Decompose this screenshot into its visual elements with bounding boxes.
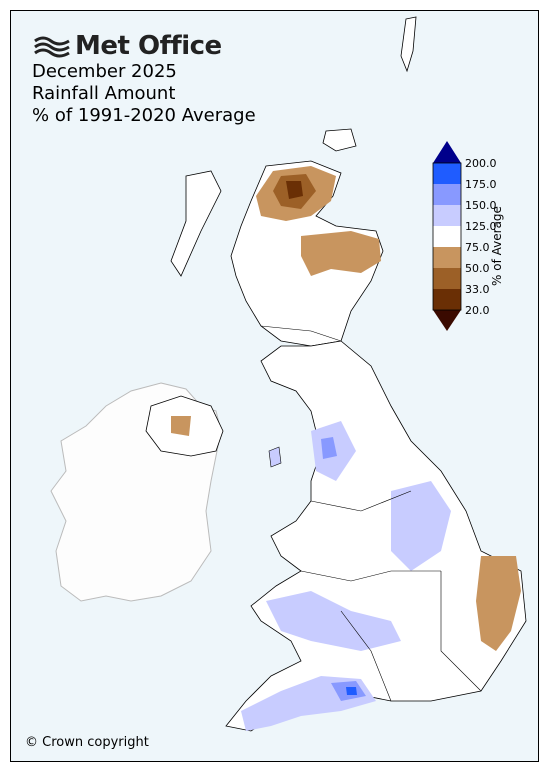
orkney-islands bbox=[322, 128, 357, 152]
colorbar-150-175 bbox=[433, 184, 461, 205]
shetland-islands bbox=[400, 16, 417, 73]
tick-125: 125.0 bbox=[465, 220, 497, 233]
tick-200: 200.0 bbox=[465, 157, 497, 170]
title-unit: % of 1991-2020 Average bbox=[32, 105, 256, 126]
wetter-area-devon bbox=[346, 687, 357, 695]
met-office-logo: Met Office bbox=[33, 31, 222, 61]
wet-area-wales bbox=[266, 591, 401, 651]
wet-area-midlands bbox=[391, 481, 451, 571]
region-boundaries bbox=[260, 325, 482, 702]
colorbar-50-75 bbox=[433, 247, 461, 268]
colorbar-75-125 bbox=[433, 226, 461, 247]
copyright-notice: © Crown copyright bbox=[25, 735, 149, 750]
driest-area bbox=[286, 181, 303, 199]
colorbar-175-200 bbox=[433, 163, 461, 184]
western-isles bbox=[170, 170, 222, 277]
colorbar-min-arrow bbox=[433, 310, 461, 331]
title-date: December 2025 bbox=[32, 61, 177, 82]
tick-175: 175.0 bbox=[465, 178, 497, 191]
colorbar-20-33 bbox=[433, 289, 461, 310]
dry-area-east-england bbox=[476, 556, 521, 651]
colorbar-legend: 200.0 175.0 150.0 125.0 75.0 50.0 33.0 2… bbox=[429, 141, 538, 341]
tick-20: 20.0 bbox=[465, 304, 490, 317]
england-wales bbox=[225, 340, 527, 732]
colorbar-max-arrow bbox=[433, 141, 461, 163]
tick-150: 150.0 bbox=[465, 199, 497, 212]
tick-50: 50.0 bbox=[465, 262, 490, 275]
tick-75: 75.0 bbox=[465, 241, 490, 254]
met-office-wave-icon bbox=[34, 36, 70, 58]
wet-area-isle-of-man bbox=[268, 446, 282, 468]
wetter-area-cumbria bbox=[321, 437, 337, 459]
tick-33: 33.0 bbox=[465, 283, 490, 296]
colorbar-33-50 bbox=[433, 268, 461, 289]
legend-title: % of Average bbox=[490, 206, 504, 286]
logo-text: Met Office bbox=[75, 31, 222, 61]
colorbar-125-150 bbox=[433, 205, 461, 226]
map-frame: Met Office December 2025 Rainfall Amount… bbox=[10, 10, 539, 762]
dry-area-ni bbox=[171, 416, 191, 436]
rainfall-map bbox=[50, 16, 527, 732]
colorbar bbox=[432, 141, 462, 331]
title-variable: Rainfall Amount bbox=[32, 83, 176, 104]
dry-area-grampian bbox=[301, 231, 381, 276]
